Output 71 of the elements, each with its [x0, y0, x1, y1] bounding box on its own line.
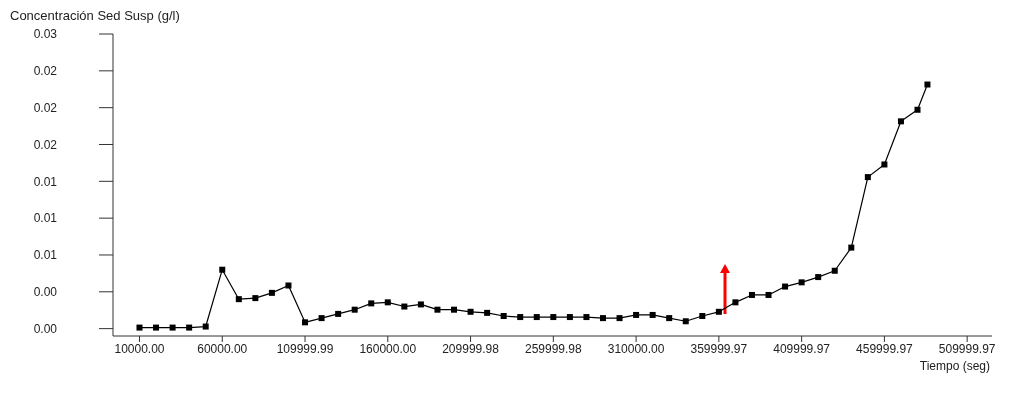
- point: [153, 324, 160, 331]
- point: [599, 315, 606, 322]
- point: [765, 291, 772, 298]
- point: [699, 313, 706, 320]
- point: [616, 315, 623, 322]
- x-tick-label: 359999.97: [690, 341, 748, 356]
- point: [566, 314, 573, 321]
- point: [202, 323, 209, 330]
- x-tick-label: 310000.00: [607, 341, 665, 356]
- point: [517, 314, 524, 321]
- point: [368, 300, 375, 307]
- point: [302, 319, 309, 326]
- point: [268, 289, 275, 296]
- point: [384, 299, 391, 306]
- point: [467, 308, 474, 315]
- y-tick-label: 0.00: [33, 321, 58, 336]
- x-axis-title: Tiempo (seg): [919, 359, 990, 373]
- point: [451, 306, 458, 313]
- point: [235, 296, 242, 303]
- y-tick-label: 0.01: [33, 174, 58, 189]
- y-tick-label: 0.01: [33, 248, 58, 263]
- point: [897, 118, 904, 125]
- y-tick-label: 0.02: [33, 64, 58, 79]
- point: [798, 279, 805, 286]
- x-tick-label: 209999.98: [442, 341, 500, 356]
- y-tick-label: 0.02: [33, 100, 58, 115]
- point: [732, 299, 739, 306]
- point: [351, 306, 358, 313]
- point: [649, 311, 656, 318]
- x-tick-label: 109999.99: [276, 341, 334, 356]
- point: [633, 311, 640, 318]
- y-tick-label: 0.01: [33, 211, 58, 226]
- point: [186, 324, 193, 331]
- point: [583, 314, 590, 321]
- point: [682, 318, 689, 325]
- point: [748, 291, 755, 298]
- point: [864, 174, 871, 181]
- point: [169, 324, 176, 331]
- point: [417, 301, 424, 308]
- x-tick-label: 160000.00: [359, 341, 417, 356]
- point: [252, 295, 259, 302]
- x-tick-label: 10000.00: [114, 341, 165, 356]
- point: [318, 315, 325, 322]
- y-tick-label: 0.00: [33, 285, 58, 300]
- x-tick-label: 509999.97: [938, 341, 996, 356]
- point: [533, 314, 540, 321]
- point: [219, 266, 226, 273]
- point: [924, 81, 931, 88]
- y-tick-label: 0.02: [33, 137, 58, 152]
- y-axis-title: Concentración Sed Susp (g/l): [10, 8, 180, 23]
- point: [500, 313, 507, 320]
- point: [666, 315, 673, 322]
- point: [401, 303, 408, 310]
- point: [815, 274, 822, 281]
- point: [484, 309, 491, 316]
- x-tick-label: 60000.00: [197, 341, 248, 356]
- point: [136, 324, 143, 331]
- point: [715, 308, 722, 315]
- point: [831, 267, 838, 274]
- x-tick-label: 409999.97: [773, 341, 831, 356]
- point: [434, 306, 441, 313]
- point: [848, 244, 855, 251]
- point: [550, 314, 557, 321]
- point: [881, 161, 888, 168]
- point: [335, 310, 342, 317]
- x-tick-label: 459999.97: [856, 341, 914, 356]
- point: [782, 283, 789, 290]
- point: [914, 106, 921, 113]
- x-tick-label: 259999.98: [524, 341, 583, 356]
- y-tick-label: 0.03: [33, 27, 58, 42]
- point: [285, 282, 292, 289]
